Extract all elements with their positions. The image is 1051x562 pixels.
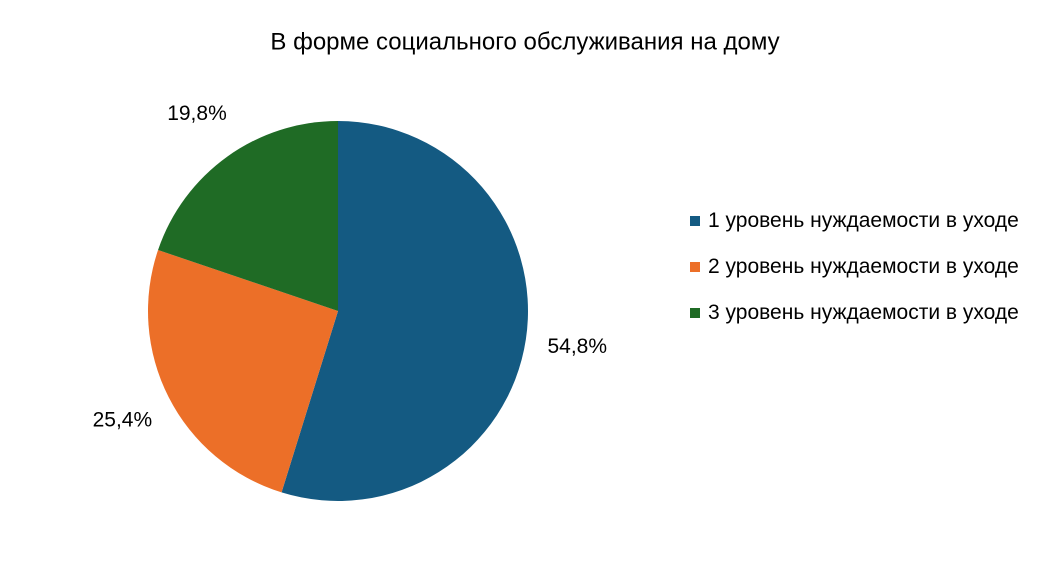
- pie-slice: [281, 121, 528, 501]
- legend-item: 2 уровень нуждаемости в уходе: [690, 252, 1026, 282]
- legend-label: 3 уровень нуждаемости в уходе: [708, 301, 1019, 324]
- data-label: 19,8%: [167, 102, 227, 125]
- legend-label: 1 уровень нуждаемости в уходе: [708, 209, 1019, 232]
- pie-slice: [158, 121, 338, 311]
- chart-title: В форме социального обслуживания на дому: [270, 28, 779, 55]
- legend-swatch: [690, 262, 700, 272]
- data-label: 54,8%: [547, 335, 607, 358]
- legend-item: 1 уровень нуждаемости в уходе: [690, 206, 1026, 236]
- data-label: 25,4%: [93, 408, 153, 431]
- pie-slice: [147, 250, 338, 493]
- legend-swatch: [690, 216, 700, 226]
- legend-swatch: [690, 308, 700, 318]
- legend-item: 3 уровень нуждаемости в уходе: [690, 298, 1026, 328]
- legend-label: 2 уровень нуждаемости в уходе: [708, 255, 1019, 278]
- legend: 1 уровень нуждаемости в уходе 2 уровень н…: [690, 206, 1026, 344]
